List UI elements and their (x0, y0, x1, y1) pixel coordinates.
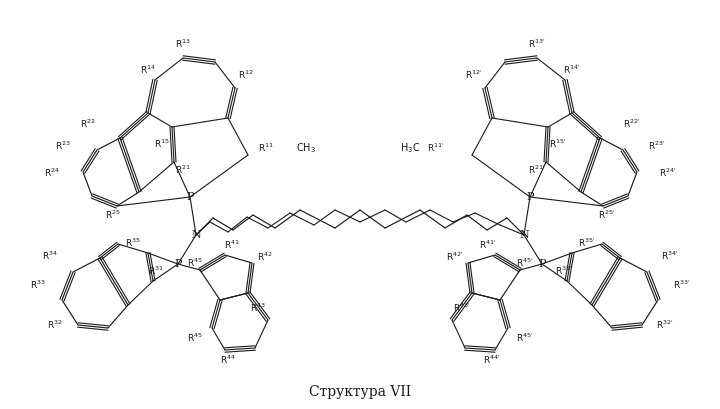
Text: $\mathsf{R^{31'}}$: $\mathsf{R^{31'}}$ (555, 265, 573, 277)
Text: $\mathsf{R^{33}}$: $\mathsf{R^{33}}$ (30, 279, 46, 291)
Text: $\mathsf{R^{45}}$: $\mathsf{R^{45}}$ (187, 257, 203, 269)
Text: $\mathsf{R^{12'}}$: $\mathsf{R^{12'}}$ (465, 69, 483, 81)
Text: $\mathsf{R^{15'}}$: $\mathsf{R^{15'}}$ (549, 138, 567, 150)
Text: $\mathsf{R^{23'}}$: $\mathsf{R^{23'}}$ (648, 140, 666, 152)
Text: $\mathsf{R^{41'}}$: $\mathsf{R^{41'}}$ (480, 239, 497, 251)
Text: $\mathsf{R^{42}}$: $\mathsf{R^{42}}$ (257, 251, 273, 263)
Text: $\mathsf{R^{21'}}$: $\mathsf{R^{21'}}$ (528, 164, 546, 176)
Text: $\mathsf{R^{42'}}$: $\mathsf{R^{42'}}$ (446, 251, 464, 263)
Text: P: P (186, 192, 194, 202)
Text: $\mathsf{R^{45'}}$: $\mathsf{R^{45'}}$ (516, 332, 534, 344)
Text: $\mathsf{R^{11'}}$: $\mathsf{R^{11'}}$ (427, 142, 444, 154)
Text: $\mathsf{R^{34'}}$: $\mathsf{R^{34'}}$ (661, 250, 679, 262)
Text: $\mathsf{R^{13'}}$: $\mathsf{R^{13'}}$ (528, 38, 546, 50)
Text: N: N (191, 230, 201, 240)
Text: $\mathsf{CH_3}$: $\mathsf{CH_3}$ (296, 141, 316, 155)
Text: $\mathsf{R^{24}}$: $\mathsf{R^{24}}$ (44, 167, 60, 179)
Text: $\mathsf{R^{35}}$: $\mathsf{R^{35}}$ (125, 237, 141, 249)
Text: $\mathsf{R^{11}}$: $\mathsf{R^{11}}$ (258, 142, 274, 154)
Text: $\mathsf{R^{33'}}$: $\mathsf{R^{33'}}$ (673, 279, 690, 291)
Text: $\mathsf{R^{44'}}$: $\mathsf{R^{44'}}$ (483, 354, 501, 366)
Text: $\mathsf{R^{13}}$: $\mathsf{R^{13}}$ (175, 38, 191, 50)
Text: $\mathsf{R^{44}}$: $\mathsf{R^{44}}$ (220, 354, 236, 366)
Text: $\mathsf{R^{15}}$: $\mathsf{R^{15}}$ (154, 138, 170, 150)
Text: $\mathsf{R^{12}}$: $\mathsf{R^{12}}$ (238, 69, 254, 81)
Text: $\mathsf{H_3C}$: $\mathsf{H_3C}$ (400, 141, 420, 155)
Text: $\mathsf{R^{32}}$: $\mathsf{R^{32}}$ (47, 319, 63, 331)
Text: $\mathsf{R^{34}}$: $\mathsf{R^{34}}$ (42, 250, 58, 262)
Text: $\mathsf{R^{35'}}$: $\mathsf{R^{35'}}$ (578, 237, 595, 249)
Text: $\mathsf{R^{41}}$: $\mathsf{R^{41}}$ (224, 239, 240, 251)
Text: $\mathsf{R^{43}}$: $\mathsf{R^{43}}$ (250, 302, 266, 314)
Text: $\mathsf{R^{32'}}$: $\mathsf{R^{32'}}$ (656, 319, 674, 331)
Text: $\mathsf{R^{25}}$: $\mathsf{R^{25}}$ (105, 209, 121, 221)
Text: $\mathsf{R^{22'}}$: $\mathsf{R^{22'}}$ (624, 118, 641, 130)
Text: Структура VII: Структура VII (309, 385, 411, 399)
Text: P: P (539, 259, 546, 269)
Text: $\mathsf{R^{14'}}$: $\mathsf{R^{14'}}$ (563, 64, 581, 76)
Text: P: P (526, 192, 534, 202)
Text: $\mathsf{R^{45'}}$: $\mathsf{R^{45'}}$ (516, 257, 534, 269)
Text: $\mathsf{R^{43'}}$: $\mathsf{R^{43'}}$ (453, 302, 471, 314)
Text: N: N (519, 230, 529, 240)
Text: $\mathsf{R^{21}}$: $\mathsf{R^{21}}$ (175, 164, 191, 176)
Text: $\mathsf{R^{25'}}$: $\mathsf{R^{25'}}$ (598, 209, 616, 221)
Text: $\mathsf{R^{22}}$: $\mathsf{R^{22}}$ (80, 118, 96, 130)
Text: P: P (174, 259, 181, 269)
Text: $\mathsf{R^{45}}$: $\mathsf{R^{45}}$ (187, 332, 203, 344)
Text: $\mathsf{R^{24'}}$: $\mathsf{R^{24'}}$ (660, 167, 677, 179)
Text: $\mathsf{R^{14}}$: $\mathsf{R^{14}}$ (140, 64, 156, 76)
Text: $\mathsf{R^{23}}$: $\mathsf{R^{23}}$ (55, 140, 71, 152)
Text: $\mathsf{R^{31}}$: $\mathsf{R^{31}}$ (148, 265, 164, 277)
